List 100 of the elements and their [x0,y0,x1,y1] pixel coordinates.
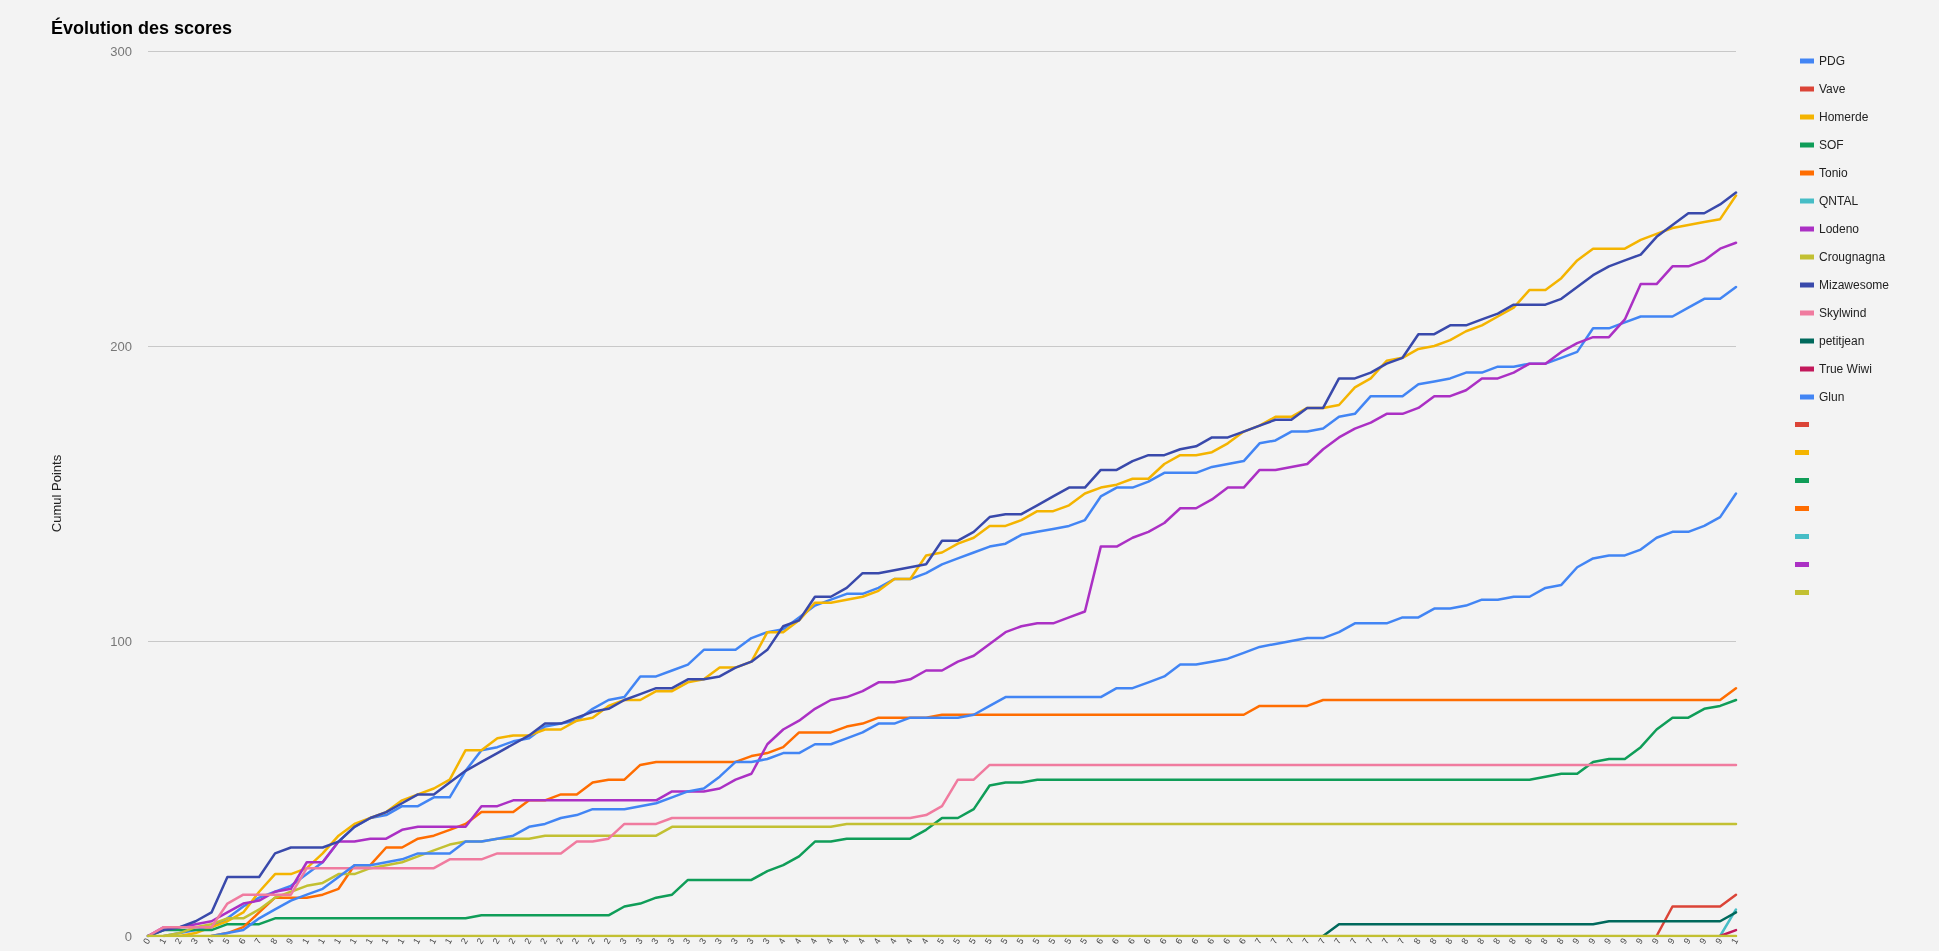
x-tick-label: 6 [1125,936,1137,946]
x-tick-label: 9 [1570,936,1582,946]
x-tick-label: 2 [554,936,566,946]
x-tick-label: 7 [1379,936,1391,946]
x-tick-label: 8 [1506,936,1519,946]
x-tick-label: 6 [1109,936,1122,946]
x-tick-label: 5 [998,936,1010,946]
legend-label: Tonio [1819,166,1849,180]
legend-label: Lodeno [1819,222,1860,236]
x-tick-label: 1 [157,936,169,946]
x-tick-label: 8 [1411,936,1423,946]
x-tick-label: 6 [1189,936,1201,946]
x-tick-label: 0 [141,936,153,946]
x-tick-label: 5 [951,936,963,946]
x-tick-label: 3 [712,936,725,946]
x-tick-label: 6 [1141,936,1153,946]
x-tick-label: 4 [792,936,804,946]
x-tick-label: 4 [887,936,899,946]
x-tick-label: 7 [1348,936,1360,946]
x-tick-label: 5 [1078,936,1090,946]
x-tick-label: 2 [506,936,518,946]
legend-label: SOF [1819,138,1844,152]
legend-label: Skylwind [1819,306,1867,320]
x-tick-label: 6 [236,936,248,946]
x-tick-label: 7 [252,936,264,946]
x-tick-label: 4 [824,936,836,946]
legend-label: petitjean [1819,334,1865,348]
x-tick-label: 9 [1633,936,1646,946]
legend-label: Vave [1819,82,1846,96]
x-tick-label: 8 [1427,936,1439,946]
chart-title: Évolution des scores [51,17,233,38]
x-tick-label: 3 [728,936,740,946]
x-tick-label: 3 [665,936,677,946]
x-tick-label: 4 [855,936,867,946]
x-tick-label: 2 [172,936,185,946]
legend-label: Mizawesome [1819,278,1890,292]
x-tick-label: 9 [1665,936,1677,946]
x-tick-label: 4 [808,936,820,946]
x-tick-label: 1 [315,936,328,946]
x-tick-label: 3 [649,936,661,946]
legend-label: Homerde [1819,110,1869,124]
x-tick-label: 8 [1443,936,1455,946]
y-tick-label: 300 [110,43,132,59]
x-tick-label: 8 [1538,936,1550,946]
x-tick-label: 5 [966,936,979,946]
x-tick-label: 3 [617,936,629,946]
x-tick-label: 4 [903,936,915,946]
x-tick-label: 8 [1522,936,1534,946]
x-tick-label: 3 [633,936,645,946]
x-tick-label: 1 [331,936,343,946]
x-tick-label: 7 [1284,936,1296,946]
legend-label: Glun [1819,390,1845,404]
x-tick-label: 2 [522,936,534,946]
x-tick-label: 3 [760,936,772,946]
x-tick-label: 9 [1586,936,1598,946]
x-tick-label: 9 [284,936,296,946]
x-tick-label: 6 [1173,936,1185,946]
x-tick-label: 7 [1332,936,1344,946]
y-tick-label: 100 [110,633,132,649]
x-tick-label: 3 [681,936,693,946]
x-tick-label: 6 [1221,936,1233,946]
x-tick-label: 1 [395,936,407,946]
x-tick-label: 3 [744,936,756,946]
x-tick-label: 6 [1093,936,1106,946]
x-tick-label: 5 [1046,936,1058,946]
x-tick-label: 5 [982,936,994,946]
x-tick-label: 4 [919,936,931,946]
x-tick-label: 1 [1729,936,1741,946]
x-tick-label: 7 [1300,936,1312,946]
legend-label: True Wiwi [1819,362,1872,376]
x-tick-label: 1 [427,936,439,946]
x-tick-label: 9 [1618,936,1630,946]
x-tick-label: 1 [347,936,359,946]
x-tick-label: 2 [585,936,597,946]
x-tick-label: 4 [839,936,852,946]
x-tick-label: 6 [1236,936,1249,946]
x-tick-label: 3 [188,936,200,946]
x-tick-label: 5 [220,936,232,946]
x-tick-label: 9 [1681,936,1693,946]
x-tick-label: 5 [1014,936,1026,946]
legend-label: PDG [1819,54,1846,68]
x-tick-label: 7 [1395,936,1407,946]
x-tick-label: 9 [1713,936,1725,946]
x-tick-label: 8 [1475,936,1487,946]
x-tick-label: 3 [696,936,709,946]
x-tick-label: 9 [1649,936,1661,946]
x-tick-label: 2 [458,936,470,946]
x-tick-label: 2 [569,936,582,946]
x-tick-label: 1 [363,936,375,946]
x-tick-label: 8 [1490,936,1503,946]
x-tick-label: 7 [1363,936,1376,946]
x-tick-label: 6 [1157,936,1169,946]
x-tick-label: 2 [538,936,550,946]
x-tick-label: 8 [268,936,280,946]
x-tick-label: 9 [1697,936,1709,946]
x-tick-label: 2 [490,936,502,946]
x-tick-label: 8 [1459,936,1471,946]
x-tick-label: 8 [1554,936,1566,946]
x-tick-label: 4 [204,936,216,946]
x-tick-label: 6 [1205,936,1217,946]
